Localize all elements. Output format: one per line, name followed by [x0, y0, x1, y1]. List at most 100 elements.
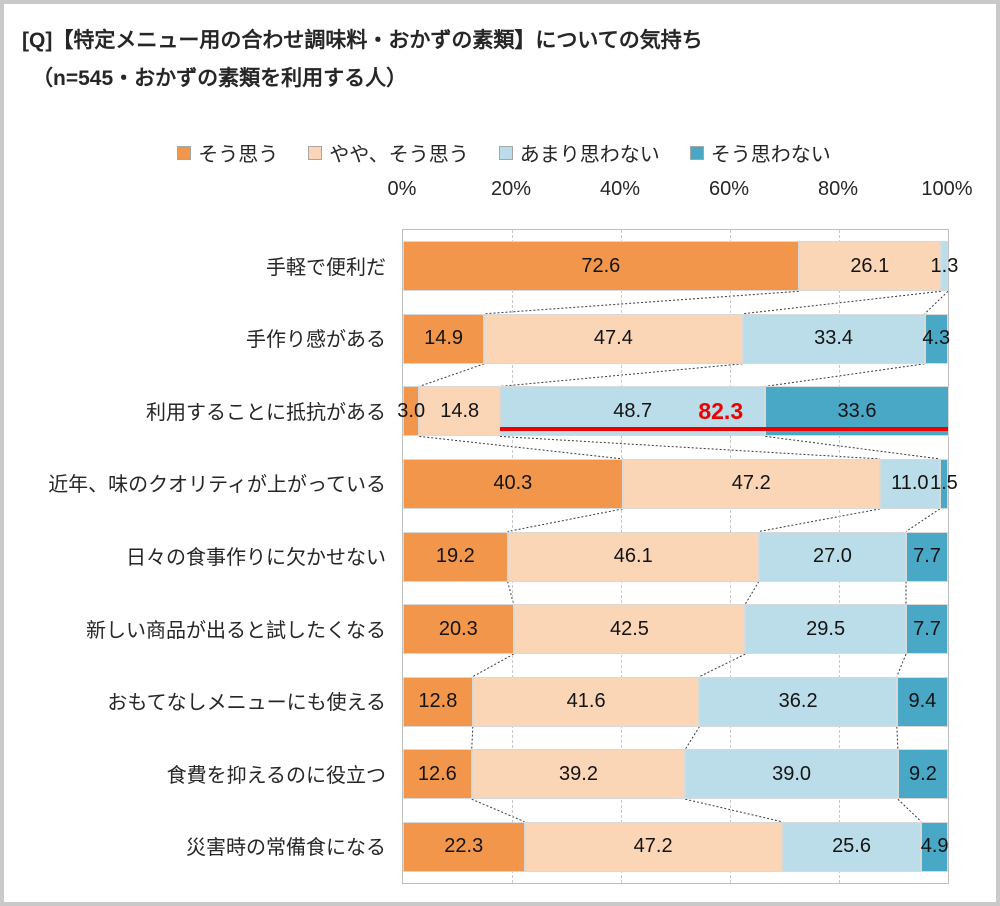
bar-segment [758, 531, 907, 582]
legend-label: やや、そう思う [329, 144, 469, 166]
value-label: 20.3 [438, 617, 478, 640]
bar-segment [896, 676, 948, 727]
value-label: 47.2 [731, 472, 771, 495]
bar-segment [622, 458, 880, 509]
value-label: 33.6 [837, 399, 877, 422]
legend-swatch-icon [689, 145, 704, 160]
bar-segment [403, 241, 799, 292]
bar-segment [745, 604, 907, 655]
value-label: 33.4 [814, 327, 854, 350]
series-connector-line [507, 508, 623, 532]
bar-segment [507, 531, 759, 582]
value-label: 48.7 [613, 399, 653, 422]
value-label: 39.2 [559, 762, 598, 785]
legend-label: そう思わない [710, 144, 831, 166]
chart-subtitle: （n=545・おかずの素類を利用する人） [32, 67, 408, 90]
series-connector-line [897, 798, 922, 823]
value-label: 46.1 [613, 545, 653, 567]
bar-segment [471, 749, 686, 800]
category-label: 日々の食事作りに欠かせない [126, 547, 386, 569]
value-label: 19.2 [435, 545, 475, 567]
series-connector-line [742, 290, 941, 315]
bar-segment [685, 749, 898, 800]
annotation-underline [500, 427, 948, 432]
legend-item: そう思う [177, 138, 278, 167]
category-label: 食費を抑えるのに役立つ [166, 764, 386, 787]
category-label: おもてなしメニューにも使える [107, 692, 386, 715]
x-axis-tick: 100% [921, 178, 973, 200]
value-label: 40.3 [493, 472, 533, 495]
legend-swatch-icon [177, 145, 192, 160]
value-label: 14.8 [440, 399, 480, 422]
x-axis-tick: 20% [490, 178, 532, 200]
value-label: 72.6 [581, 254, 621, 277]
series-connector-line [744, 581, 760, 605]
series-connector-line [765, 435, 940, 460]
bar-segment [484, 313, 743, 364]
value-label: 47.2 [633, 835, 673, 858]
legend: そう思う やや、そう思う あまり思わない そう思わない [4, 138, 996, 167]
bar-row: 12.6 39.2 39.0 9.2 [403, 749, 948, 800]
series-connector-line [419, 363, 485, 387]
series-connector-line [924, 290, 948, 315]
value-label: 3.0 [397, 399, 426, 422]
bar-row: 72.6 26.1 1.3 [403, 241, 958, 292]
category-label: 手軽で便利だ [266, 256, 386, 279]
bar-row: 40.3 47.2 11.0 1.5 [403, 458, 958, 509]
legend-swatch-icon [498, 145, 513, 160]
x-axis-tick: 80% [817, 178, 859, 200]
category-label: 新しい商品が出ると試したくなる [86, 619, 386, 642]
value-label: 25.6 [832, 835, 871, 858]
bar-segment [939, 458, 948, 509]
value-label: 41.6 [566, 690, 606, 713]
series-connector-line [499, 435, 880, 460]
series-connector-line [685, 798, 782, 823]
annotation-value: 82.3 [698, 397, 744, 424]
series-connector-line [472, 653, 514, 678]
value-label: 47.4 [593, 327, 633, 350]
x-axis-tick: 0% [387, 178, 417, 200]
bar-segment [524, 821, 782, 872]
bar-segment [403, 458, 623, 509]
bar-segment [897, 749, 948, 800]
bar-segment [403, 313, 485, 364]
series-connector-line [896, 726, 899, 750]
legend-item: やや、そう思う [308, 138, 469, 167]
bar-segment [472, 676, 700, 727]
bar-segment [742, 313, 925, 364]
bar-segment [798, 241, 941, 292]
value-label: 1.3 [930, 254, 959, 277]
value-label: 1.5 [930, 472, 958, 495]
bar-row: 20.3 42.5 29.5 7.7 [403, 604, 948, 655]
series-connector-line [896, 653, 907, 677]
legend-label: そう思う [198, 144, 279, 166]
value-label: 14.9 [424, 327, 464, 350]
value-label: 26.1 [850, 254, 890, 277]
category-label: 利用することに抵抗がある [146, 401, 386, 424]
bar-row: 12.8 41.6 36.2 9.4 [403, 676, 948, 727]
bar-segment [403, 604, 514, 655]
value-label: 9.4 [908, 690, 937, 713]
bar-segment [419, 386, 500, 437]
x-axis-tick: 40% [599, 178, 641, 200]
bar-segment [921, 821, 948, 872]
bar-segment [906, 604, 948, 655]
category-label: 近年、味のクオリティが上がっている [48, 474, 386, 497]
value-label: 36.2 [778, 690, 818, 713]
category-axis-labels: 手軽で便利だ手作り感がある利用することに抵抗がある近年、味のクオリティが上がって… [4, 229, 394, 882]
bar-segment [403, 531, 508, 582]
bar-segment [924, 313, 948, 364]
bar-segment [403, 386, 420, 437]
series-connector-line [905, 508, 941, 532]
value-label: 42.5 [609, 617, 649, 640]
value-label: 12.6 [417, 762, 457, 785]
bar-row: 22.3 47.2 25.6 4.9 [403, 821, 949, 872]
category-label: 手作り感がある [246, 329, 386, 352]
bar-segment [513, 604, 746, 655]
bar-row: 19.2 46.1 27.0 7.7 [403, 531, 948, 582]
series-connector-line [765, 363, 925, 387]
x-axis-tick: 60% [708, 178, 750, 200]
plot-area: 72.6 26.1 1.3 14.9 47.4 33.4 4.3 3.0 14.8 48.7 33.… [397, 229, 958, 884]
bar-segment [940, 241, 948, 292]
